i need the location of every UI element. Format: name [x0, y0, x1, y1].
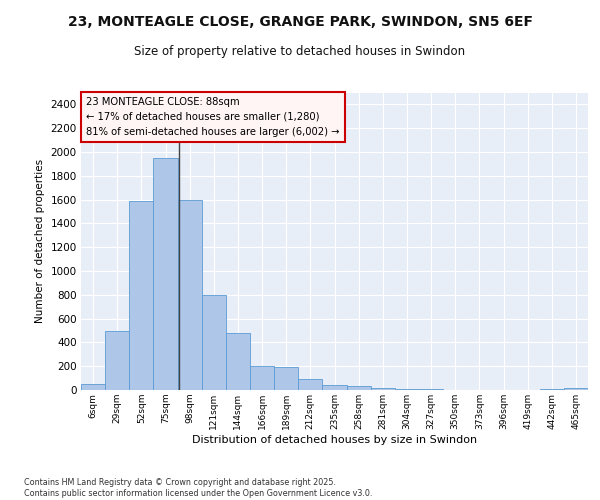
Bar — [540, 389, 564, 390]
Bar — [298, 380, 322, 390]
Bar — [371, 388, 395, 390]
Bar — [81, 384, 105, 390]
Text: 23 MONTEAGLE CLOSE: 88sqm
← 17% of detached houses are smaller (1,280)
81% of se: 23 MONTEAGLE CLOSE: 88sqm ← 17% of detac… — [86, 97, 340, 136]
Bar — [274, 368, 298, 390]
Bar — [250, 366, 274, 390]
Bar — [226, 333, 250, 390]
Text: 23, MONTEAGLE CLOSE, GRANGE PARK, SWINDON, SN5 6EF: 23, MONTEAGLE CLOSE, GRANGE PARK, SWINDO… — [67, 15, 533, 29]
Bar — [564, 388, 588, 390]
Text: Contains HM Land Registry data © Crown copyright and database right 2025.
Contai: Contains HM Land Registry data © Crown c… — [24, 478, 373, 498]
Bar — [129, 201, 154, 390]
Bar — [395, 389, 419, 390]
Bar — [154, 158, 178, 390]
Text: Size of property relative to detached houses in Swindon: Size of property relative to detached ho… — [134, 45, 466, 58]
Bar — [347, 386, 371, 390]
Bar — [322, 385, 347, 390]
Bar — [105, 330, 129, 390]
Y-axis label: Number of detached properties: Number of detached properties — [35, 159, 45, 324]
Bar — [178, 200, 202, 390]
X-axis label: Distribution of detached houses by size in Swindon: Distribution of detached houses by size … — [192, 434, 477, 444]
Bar — [202, 295, 226, 390]
